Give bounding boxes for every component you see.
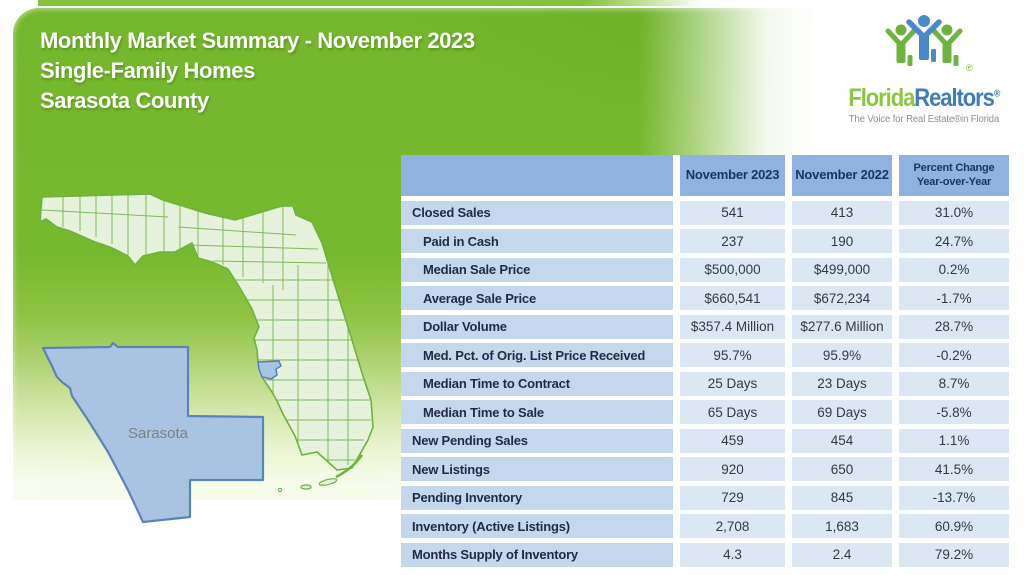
sarasota-county-highlight [257, 360, 282, 380]
row-label: Dollar Volume [401, 314, 673, 339]
value-percent-change: -1.7% [899, 286, 1009, 310]
row-label: New Pending Sales [401, 428, 673, 453]
row-label: Median Time to Contract [401, 371, 673, 396]
row-label: Closed Sales [401, 200, 673, 225]
row-label: New Listings [401, 457, 673, 481]
logo-tagline: The Voice for Real Estate®in Florida [848, 114, 1000, 125]
florida-keys [277, 454, 364, 493]
value-nov-2023: 459 [680, 428, 785, 453]
row-label: Med. Pct. of Orig. List Price Received [401, 343, 673, 367]
value-nov-2022: 2.4 [792, 542, 892, 567]
value-percent-change: 24.7% [899, 229, 1009, 253]
market-summary-table: November 2023 November 2022 Percent Chan… [401, 155, 1009, 567]
value-nov-2022: 413 [792, 200, 892, 225]
value-nov-2023: 2,708 [680, 514, 785, 538]
value-percent-change: 8.7% [899, 371, 1009, 396]
value-nov-2022: 190 [792, 229, 892, 253]
sarasota-county-label: Sarasota [128, 425, 189, 442]
sarasota-county-shape [41, 341, 265, 524]
value-percent-change: -13.7% [899, 485, 1009, 510]
value-nov-2022: 454 [792, 428, 892, 453]
value-percent-change: -5.8% [899, 400, 1009, 424]
column-header-empty [401, 155, 673, 196]
value-percent-change: 0.2% [899, 257, 1009, 282]
value-nov-2022: 845 [792, 485, 892, 510]
county-borders [41, 194, 373, 470]
value-percent-change: -0.2% [899, 343, 1009, 367]
value-percent-change: 28.7% [899, 314, 1009, 339]
value-percent-change: 79.2% [899, 542, 1009, 567]
row-label: Months Supply of Inventory [401, 542, 673, 567]
column-header-november-2022: November 2022 [792, 155, 892, 196]
florida-state-outline [39, 193, 374, 471]
value-nov-2022: 95.9% [792, 343, 892, 367]
column-header-november-2023: November 2023 [680, 155, 785, 196]
row-label: Median Time to Sale [401, 400, 673, 424]
row-label: Median Sale Price [401, 257, 673, 282]
value-nov-2023: 729 [680, 485, 785, 510]
value-nov-2023: 541 [680, 200, 785, 225]
value-percent-change: 1.1% [899, 428, 1009, 453]
value-nov-2022: 23 Days [792, 371, 892, 396]
florida-map: Sarasota [28, 165, 378, 525]
page-title-line-1: Monthly Market Summary - November 2023 [40, 28, 475, 53]
logo-wordmark: FloridaRealtors® [848, 84, 1001, 113]
value-nov-2023: 237 [680, 229, 785, 253]
value-nov-2022: 1,683 [792, 514, 892, 538]
value-nov-2023: 4.3 [680, 542, 785, 567]
page-title-line-2: Single-Family Homes [40, 58, 255, 83]
value-nov-2022: $672,234 [792, 286, 892, 310]
value-nov-2023: 25 Days [680, 371, 785, 396]
logo-registered-mark: ® [966, 63, 973, 73]
value-nov-2023: 65 Days [680, 400, 785, 424]
value-nov-2023: $357.4 Million [680, 314, 785, 339]
value-nov-2022: $277.6 Million [792, 314, 892, 339]
logo-wordmark-florida: Florida [848, 84, 915, 112]
florida-realtors-logo: ® FloridaRealtors® The Voice for Real Es… [838, 14, 1010, 125]
logo-people-icon: ® [885, 15, 973, 73]
row-label: Average Sale Price [401, 286, 673, 310]
value-nov-2023: $500,000 [680, 257, 785, 282]
row-label: Pending Inventory [401, 485, 673, 510]
row-label: Inventory (Active Listings) [401, 514, 673, 538]
value-nov-2022: 650 [792, 457, 892, 481]
value-percent-change: 60.9% [899, 514, 1009, 538]
page-title: Monthly Market Summary - November 2023 S… [40, 26, 475, 116]
column-header-percent-change: Percent Change Year-over-Year [899, 155, 1009, 196]
value-nov-2023: 95.7% [680, 343, 785, 367]
value-percent-change: 41.5% [899, 457, 1009, 481]
logo-wordmark-realtors: Realtors [914, 84, 995, 112]
value-nov-2023: $660,541 [680, 286, 785, 310]
page-title-line-3: Sarasota County [40, 88, 209, 113]
logo-wordmark-registered: ® [993, 88, 1001, 100]
value-nov-2022: 69 Days [792, 400, 892, 424]
value-nov-2022: $499,000 [792, 257, 892, 282]
value-percent-change: 31.0% [899, 200, 1009, 225]
value-nov-2023: 920 [680, 457, 785, 481]
row-label: Paid in Cash [401, 229, 673, 253]
top-edge-strip [38, 0, 703, 6]
